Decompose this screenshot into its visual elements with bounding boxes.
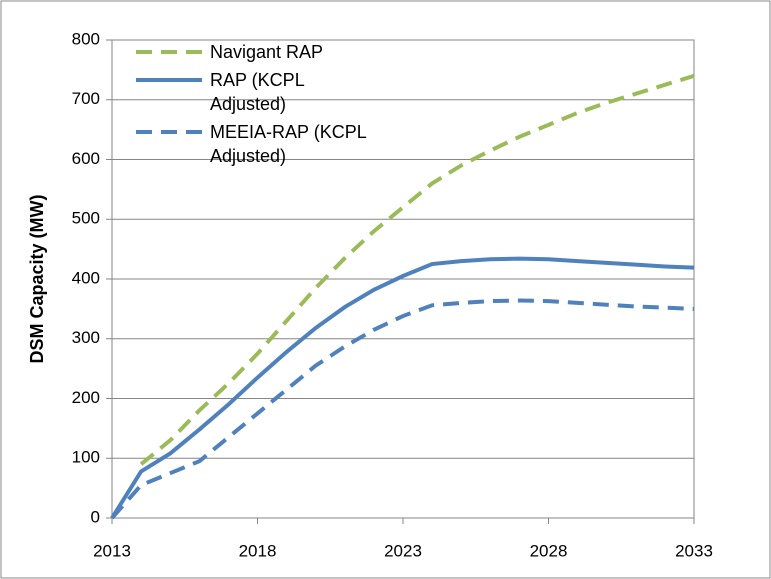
legend-label: MEEIA-RAP (KCPL Adjusted) [210,122,367,166]
x-tick-label: 2028 [530,541,568,560]
y-tick-label: 100 [72,448,100,467]
y-tick-label: 400 [72,268,100,287]
legend-swatch [136,130,202,134]
x-tick-label: 2018 [239,541,277,560]
legend-label: Navigant RAP [210,42,324,62]
y-tick-label: 500 [72,209,100,228]
data-line [110,298,695,520]
x-tick-label: 2013 [93,541,131,560]
legend-swatch [136,78,202,82]
x-tick-label: 2033 [675,541,713,560]
y-tick-label: 600 [72,149,100,168]
legend-item: MEEIA-RAP (KCPL Adjusted) [132,120,372,168]
y-tick-label: 0 [91,507,100,526]
legend-item: RAP (KCPL Adjusted) [132,68,372,116]
y-tick-label: 200 [72,388,100,407]
y-tick-label: 300 [72,328,100,347]
y-tick-label: 800 [72,29,100,48]
y-axis-title: DSM Capacity (MW) [27,194,47,363]
x-tick-label: 2023 [384,541,422,560]
legend: Navigant RAP RAP (KCPL Adjusted) MEEIA-RAP… [132,40,372,172]
data-line [139,73,695,466]
legend-label: RAP (KCPL Adjusted) [210,70,305,114]
data-line [110,256,695,520]
y-tick-label: 700 [72,89,100,108]
legend-item: Navigant RAP [132,40,372,64]
legend-swatch [136,50,202,54]
